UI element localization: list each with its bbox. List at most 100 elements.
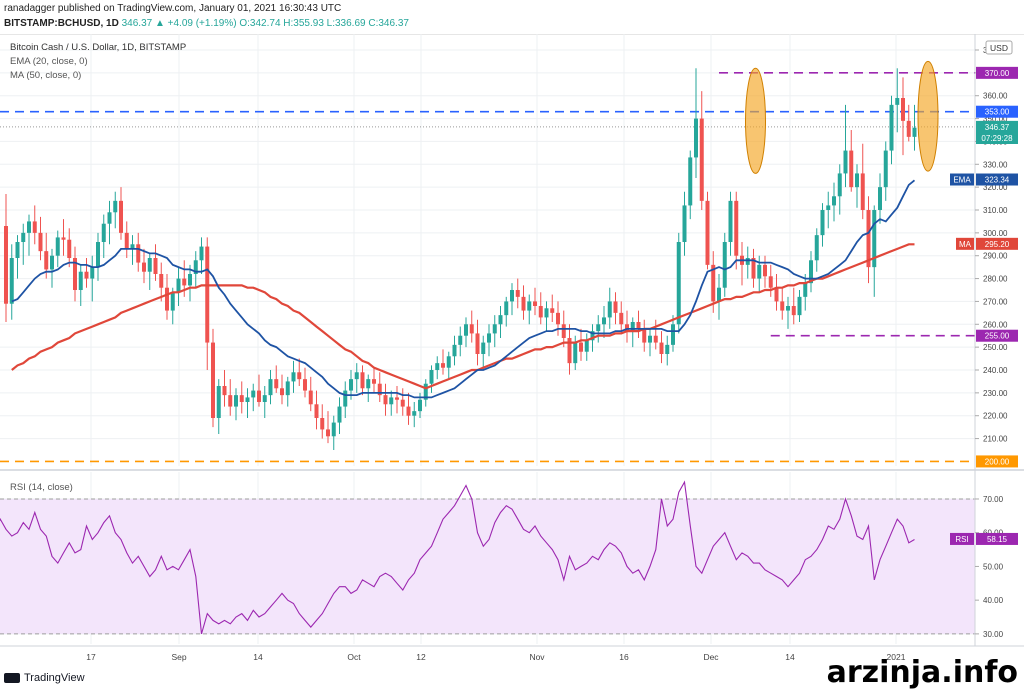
currency-badge[interactable]: USD [985,40,1013,55]
candle-body [791,306,796,316]
time-tick-label: 16 [619,652,629,662]
candle-body [274,379,279,389]
candle-body [826,205,831,210]
candle-body [268,379,273,396]
price-tick-label: 290.00 [983,252,1008,261]
candle-body [188,274,192,286]
candle-body [464,324,468,336]
candle-body [280,388,284,396]
candle-body [550,308,555,313]
price-change: 346.37 ▲ +4.09 (+1.19%) [121,18,237,29]
candle-body [469,324,474,334]
price-label-prefix-bg [956,237,974,250]
candle-body [602,317,606,325]
candle-body [751,258,756,279]
price-label-bg [976,237,1018,250]
candle-body [27,221,31,233]
price-label-bg [976,455,1018,468]
candle-body [21,232,26,242]
candle-body [285,381,290,396]
tradingview-logo-icon [4,673,20,683]
rsi-tick-label: 30.00 [983,630,1004,639]
ohlc-values: O:342.74 H:355.93 L:336.69 C:346.37 [239,18,409,29]
candle-body [124,232,129,249]
candle-body [763,264,767,277]
candle-body [383,395,388,405]
candle-body [441,363,445,368]
candle-body [193,260,198,274]
candle-body [308,390,313,405]
time-tick-label: Nov [529,652,545,662]
candle-body [78,271,83,290]
candle-body [481,342,486,354]
time-axis[interactable]: 17 Sep 14 Oct 12 Nov 16 Dec 14 2021 [86,652,905,662]
candle-body [406,406,411,416]
candle-body [303,379,307,391]
candle-body [849,150,854,188]
price-tick-label: 250.00 [983,343,1008,352]
price-chart[interactable]: 210.00 220.00 230.00 240.00 250.00 260.00 270.… [0,34,1024,670]
publisher-line: ranadagger published on TradingView.com,… [4,3,342,14]
candle-body [366,379,371,389]
candle-body [452,344,457,357]
candle-body [487,333,491,343]
rsi-tick-label: 40.00 [983,596,1004,605]
highlight-oval [745,67,766,174]
watermark: arzinja.info [826,655,1018,690]
candle-body [257,390,261,402]
candle-body [84,271,89,279]
rsi-line [0,480,915,635]
candle-body [216,386,221,418]
candle-body [843,150,848,174]
candle-body [613,301,618,313]
candle-body [349,379,353,391]
candle-body [797,296,802,316]
candle-body [521,296,526,311]
candle-body [199,246,204,261]
candle-body [895,98,900,105]
candle-body [67,239,72,258]
candle-body [625,324,629,332]
candle-body [814,235,819,261]
candle-body [9,258,14,304]
tradingview-logo[interactable]: TradingView [4,672,85,684]
candle-body [682,205,687,242]
price-tick-label: 280.00 [983,275,1008,284]
price-label-bg [976,66,1018,79]
candle-body [343,390,348,407]
candle-body [239,395,244,402]
price-label-bg [976,105,1018,118]
candle-body [780,301,785,311]
candle-body [883,150,888,188]
candle-body [504,301,509,316]
price-label-prefix-bg [950,173,974,186]
time-tick-label: 14 [785,652,795,662]
candle-body [372,379,376,384]
candle-body [446,356,451,368]
ma-line [11,243,915,390]
currency-label: USD [990,43,1008,53]
candle-body [38,232,43,252]
time-tick-label: Oct [347,652,361,662]
candle-body [314,404,319,418]
candle-body [147,258,152,272]
candle-body [889,104,894,151]
candle-body [803,283,808,297]
candle-body [32,221,37,233]
candle-body [567,338,572,364]
candle-body [699,118,704,201]
candle-body [636,322,641,329]
price-tick-label: 350.00 [983,115,1008,124]
price-label-prefix: RSI [955,535,968,544]
candle-body [688,157,693,206]
candle-body [722,242,727,288]
candle-body [395,397,399,400]
candle-body [400,399,405,407]
candle-body [544,308,549,318]
candle-body [130,244,135,249]
candle-body [176,278,181,293]
tradingview-logo-text: TradingView [24,672,85,684]
candle-body [15,242,20,258]
rsi-tick-label: 70.00 [983,495,1004,504]
